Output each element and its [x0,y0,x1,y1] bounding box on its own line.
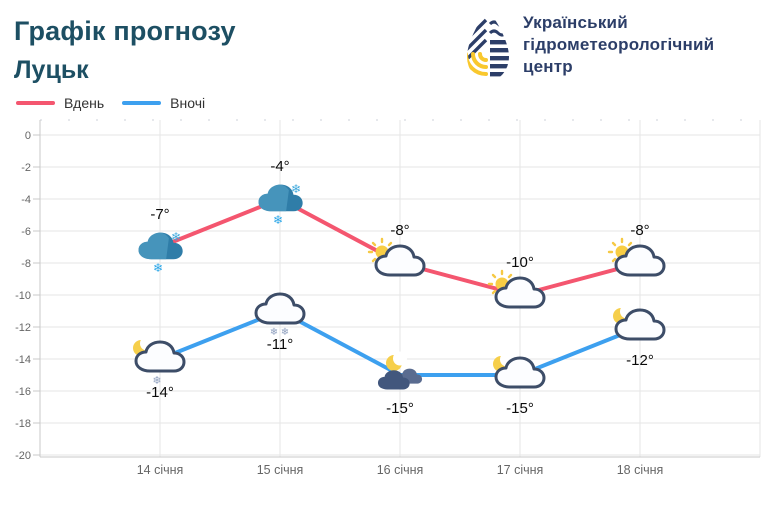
weather-icon-sun-cloud[interactable] [607,237,666,277]
y-axis-label: -8 [21,258,31,270]
y-axis-label: -2 [21,162,31,174]
weather-icon-sun-cloud[interactable] [367,237,426,277]
weather-icon-moon-cloud[interactable] [491,351,546,389]
data-point-label: -8° [390,222,409,239]
data-point-label: -14° [146,384,174,401]
weather-icon-snow-cloud[interactable] [138,230,183,275]
x-axis-label: 17 січня [497,463,544,477]
data-point-label: -15° [386,400,414,417]
data-point-label: -11° [267,336,294,353]
weather-icon-moon-cloud-snow[interactable] [131,335,186,389]
legend-item-day[interactable]: Вдень [16,95,104,111]
y-axis-label: -14 [15,354,31,366]
org-name-line: центр [523,57,573,76]
y-axis-label: -4 [21,194,31,206]
data-point-label: -8° [630,222,649,239]
org-name: Український гідрометеорологічний центр [523,12,714,78]
legend-swatch-day [16,101,55,105]
org-name-line: Український [523,13,628,32]
weather-icon-moon-cloud[interactable] [611,303,666,341]
legend-swatch-night [122,101,162,105]
legend-label-night: Вночі [170,95,206,111]
data-point-label: -10° [506,254,534,271]
weather-icon-cloud-snow[interactable] [254,292,306,340]
legend-item-night[interactable]: Вночі [122,95,205,111]
x-axis-label: 18 січня [617,463,664,477]
org-logo: Український гідрометеорологічний центр [466,8,714,82]
data-point-label: -4° [270,158,289,175]
y-axis-label: -12 [15,322,31,334]
data-point-label: -12° [626,352,654,369]
org-name-line: гідрометеорологічний [523,35,715,54]
legend-label-day: Вдень [64,95,105,111]
y-axis-label: 0 [25,130,31,142]
chart-legend: Вдень Вночі [16,95,205,111]
y-axis-label: -18 [15,418,31,430]
data-point-label: -7° [150,206,169,223]
x-axis-label: 16 січня [377,463,424,477]
page-title: Графік прогнозу [14,16,236,46]
y-axis-label: -16 [15,386,31,398]
data-point-label: -15° [506,400,534,417]
header: Графік прогнозу Луцьк [14,16,236,85]
y-axis-label: -6 [21,226,31,238]
page-subtitle-city: Луцьк [14,56,89,84]
y-axis-label: -20 [15,450,31,462]
x-axis-label: 14 січня [137,463,184,477]
y-axis-label: -10 [15,290,31,302]
uhmc-drop-icon [467,18,509,77]
weather-icon-snow-cloud[interactable] [258,182,303,227]
x-axis-label: 15 січня [257,463,304,477]
